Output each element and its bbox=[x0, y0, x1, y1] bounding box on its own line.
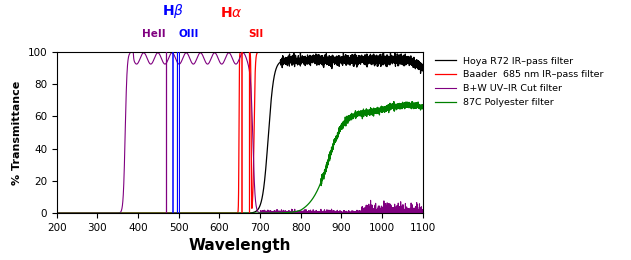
Legend: Hoya R72 IR–pass filter, Baader  685 nm IR–pass filter, B+W UV–IR Cut filter, 87: Hoya R72 IR–pass filter, Baader 685 nm I… bbox=[435, 57, 604, 107]
Y-axis label: % Transmittance: % Transmittance bbox=[12, 81, 22, 185]
Text: OIII: OIII bbox=[179, 29, 199, 39]
Text: HeII: HeII bbox=[142, 29, 166, 39]
Text: SII: SII bbox=[249, 29, 264, 39]
X-axis label: Wavelength: Wavelength bbox=[189, 238, 291, 254]
Text: H$\beta$: H$\beta$ bbox=[162, 2, 184, 20]
Text: H$\alpha$: H$\alpha$ bbox=[220, 6, 242, 20]
